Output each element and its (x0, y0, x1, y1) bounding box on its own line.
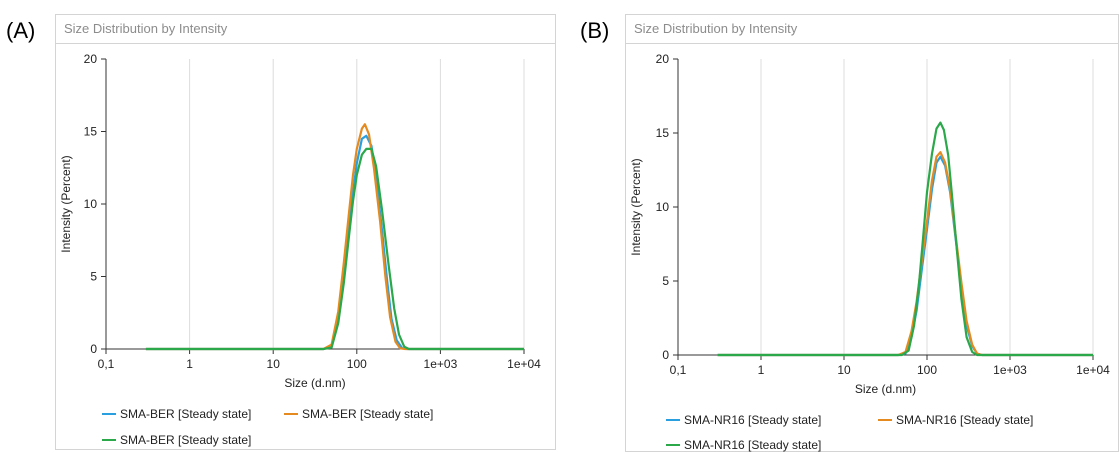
chart-0-x-tick-label: 10 (267, 357, 281, 371)
chart-1-x-tick-label: 1 (758, 363, 765, 377)
chart-0-series-line-2 (145, 147, 524, 351)
panel-b-title: Size Distribution by Intensity (634, 21, 798, 36)
chart-0-legend-label: SMA-BER [Steady state] (120, 407, 252, 421)
chart-0-y-tick-label: 10 (84, 197, 98, 211)
chart-1-y-tick-label: 15 (656, 126, 670, 140)
chart-1-legend-label: SMA-NR16 [Steady state] (684, 438, 822, 452)
chart-1-x-tick-label: 100 (917, 363, 937, 377)
chart-0-legend-item: SMA-BER [Steady state] (102, 407, 251, 421)
chart-1-legend-item: SMA-NR16 [Steady state] (666, 413, 821, 427)
chart-1-legend-swatch (666, 419, 680, 421)
size-distribution-chart-a: 0,1 1 10 100 1e+03 1e+04 0 5 10 15 20 Size (d.nm) In… (59, 52, 541, 390)
chart-0-y-tick-label: 20 (84, 52, 98, 66)
chart-0-x-tick-label: 1e+03 (424, 357, 458, 371)
chart-1-y-tick-label: 10 (656, 200, 670, 214)
chart-1-y-tick-label: 0 (662, 348, 669, 362)
chart-1-x-tick-label: 1e+03 (993, 363, 1027, 377)
chart-0-y-tick-label: 5 (90, 270, 97, 284)
chart-1-series-line-1 (717, 151, 1093, 357)
chart-0-legend-swatch (102, 413, 116, 415)
chart-1-x-tick-label: 0,1 (670, 363, 687, 377)
chart-0-x-tick-label: 0,1 (98, 357, 115, 371)
chart-0-legend-swatch (284, 413, 298, 415)
chart-1-y-tick-label: 20 (656, 52, 670, 66)
chart-1-y-tick-label: 5 (662, 274, 669, 288)
chart-1-series-line-2 (717, 121, 1093, 357)
chart-0-legend-swatch (102, 439, 116, 441)
chart-0-series-line-0 (145, 134, 524, 351)
panel-a-label: (A) (6, 18, 36, 43)
chart-1-legend-item: SMA-NR16 [Steady state] (878, 413, 1033, 427)
chart-0-x-tick-label: 100 (347, 357, 367, 371)
chart-0-x-tick-label: 1e+04 (507, 357, 541, 371)
chart-0-legend-label: SMA-BER [Steady state] (302, 407, 434, 421)
chart-panel-b: Size Distribution by Intensity 0,1 1 10 100… (625, 14, 1119, 452)
chart-1-legend-item: SMA-NR16 [Steady state] (666, 438, 821, 452)
panel-a-title: Size Distribution by Intensity (64, 21, 228, 36)
chart-1-legend-label: SMA-NR16 [Steady state] (896, 413, 1034, 427)
chart-1-x-tick-label: 1e+04 (1076, 363, 1110, 377)
chart-0-y-tick-label: 0 (90, 342, 97, 356)
panel-b-label: (B) (580, 18, 610, 43)
chart-1-x-axis-label: Size (d.nm) (855, 382, 916, 396)
chart-1-x-tick-label: 10 (837, 363, 851, 377)
chart-0-x-axis-label: Size (d.nm) (284, 376, 345, 390)
chart-0-legend-label: SMA-BER [Steady state] (120, 433, 252, 447)
chart-1-legend-label: SMA-NR16 [Steady state] (684, 413, 822, 427)
chart-0-y-axis-label: Intensity (Percent) (59, 155, 73, 252)
chart-0-legend-item: SMA-BER [Steady state] (284, 407, 433, 421)
chart-1-series-line-0 (717, 155, 1093, 357)
chart-0-y-tick-label: 15 (84, 125, 98, 139)
chart-0-series-line-1 (145, 123, 524, 351)
chart-0-x-tick-label: 1 (186, 357, 193, 371)
chart-0-legend-item: SMA-BER [Steady state] (102, 433, 251, 447)
panel-a-title-divider (56, 43, 555, 44)
chart-1-y-axis-label: Intensity (Percent) (629, 158, 643, 255)
chart-1-legend-swatch (878, 419, 892, 421)
chart-1-legend-swatch (666, 444, 680, 446)
chart-panel-a: Size Distribution by Intensity 0,1 1 10 100… (55, 14, 556, 450)
panel-b-title-divider (626, 43, 1118, 44)
size-distribution-chart-b: 0,1 1 10 100 1e+03 1e+04 0 5 10 15 20 Size (d.nm) In… (629, 52, 1110, 396)
